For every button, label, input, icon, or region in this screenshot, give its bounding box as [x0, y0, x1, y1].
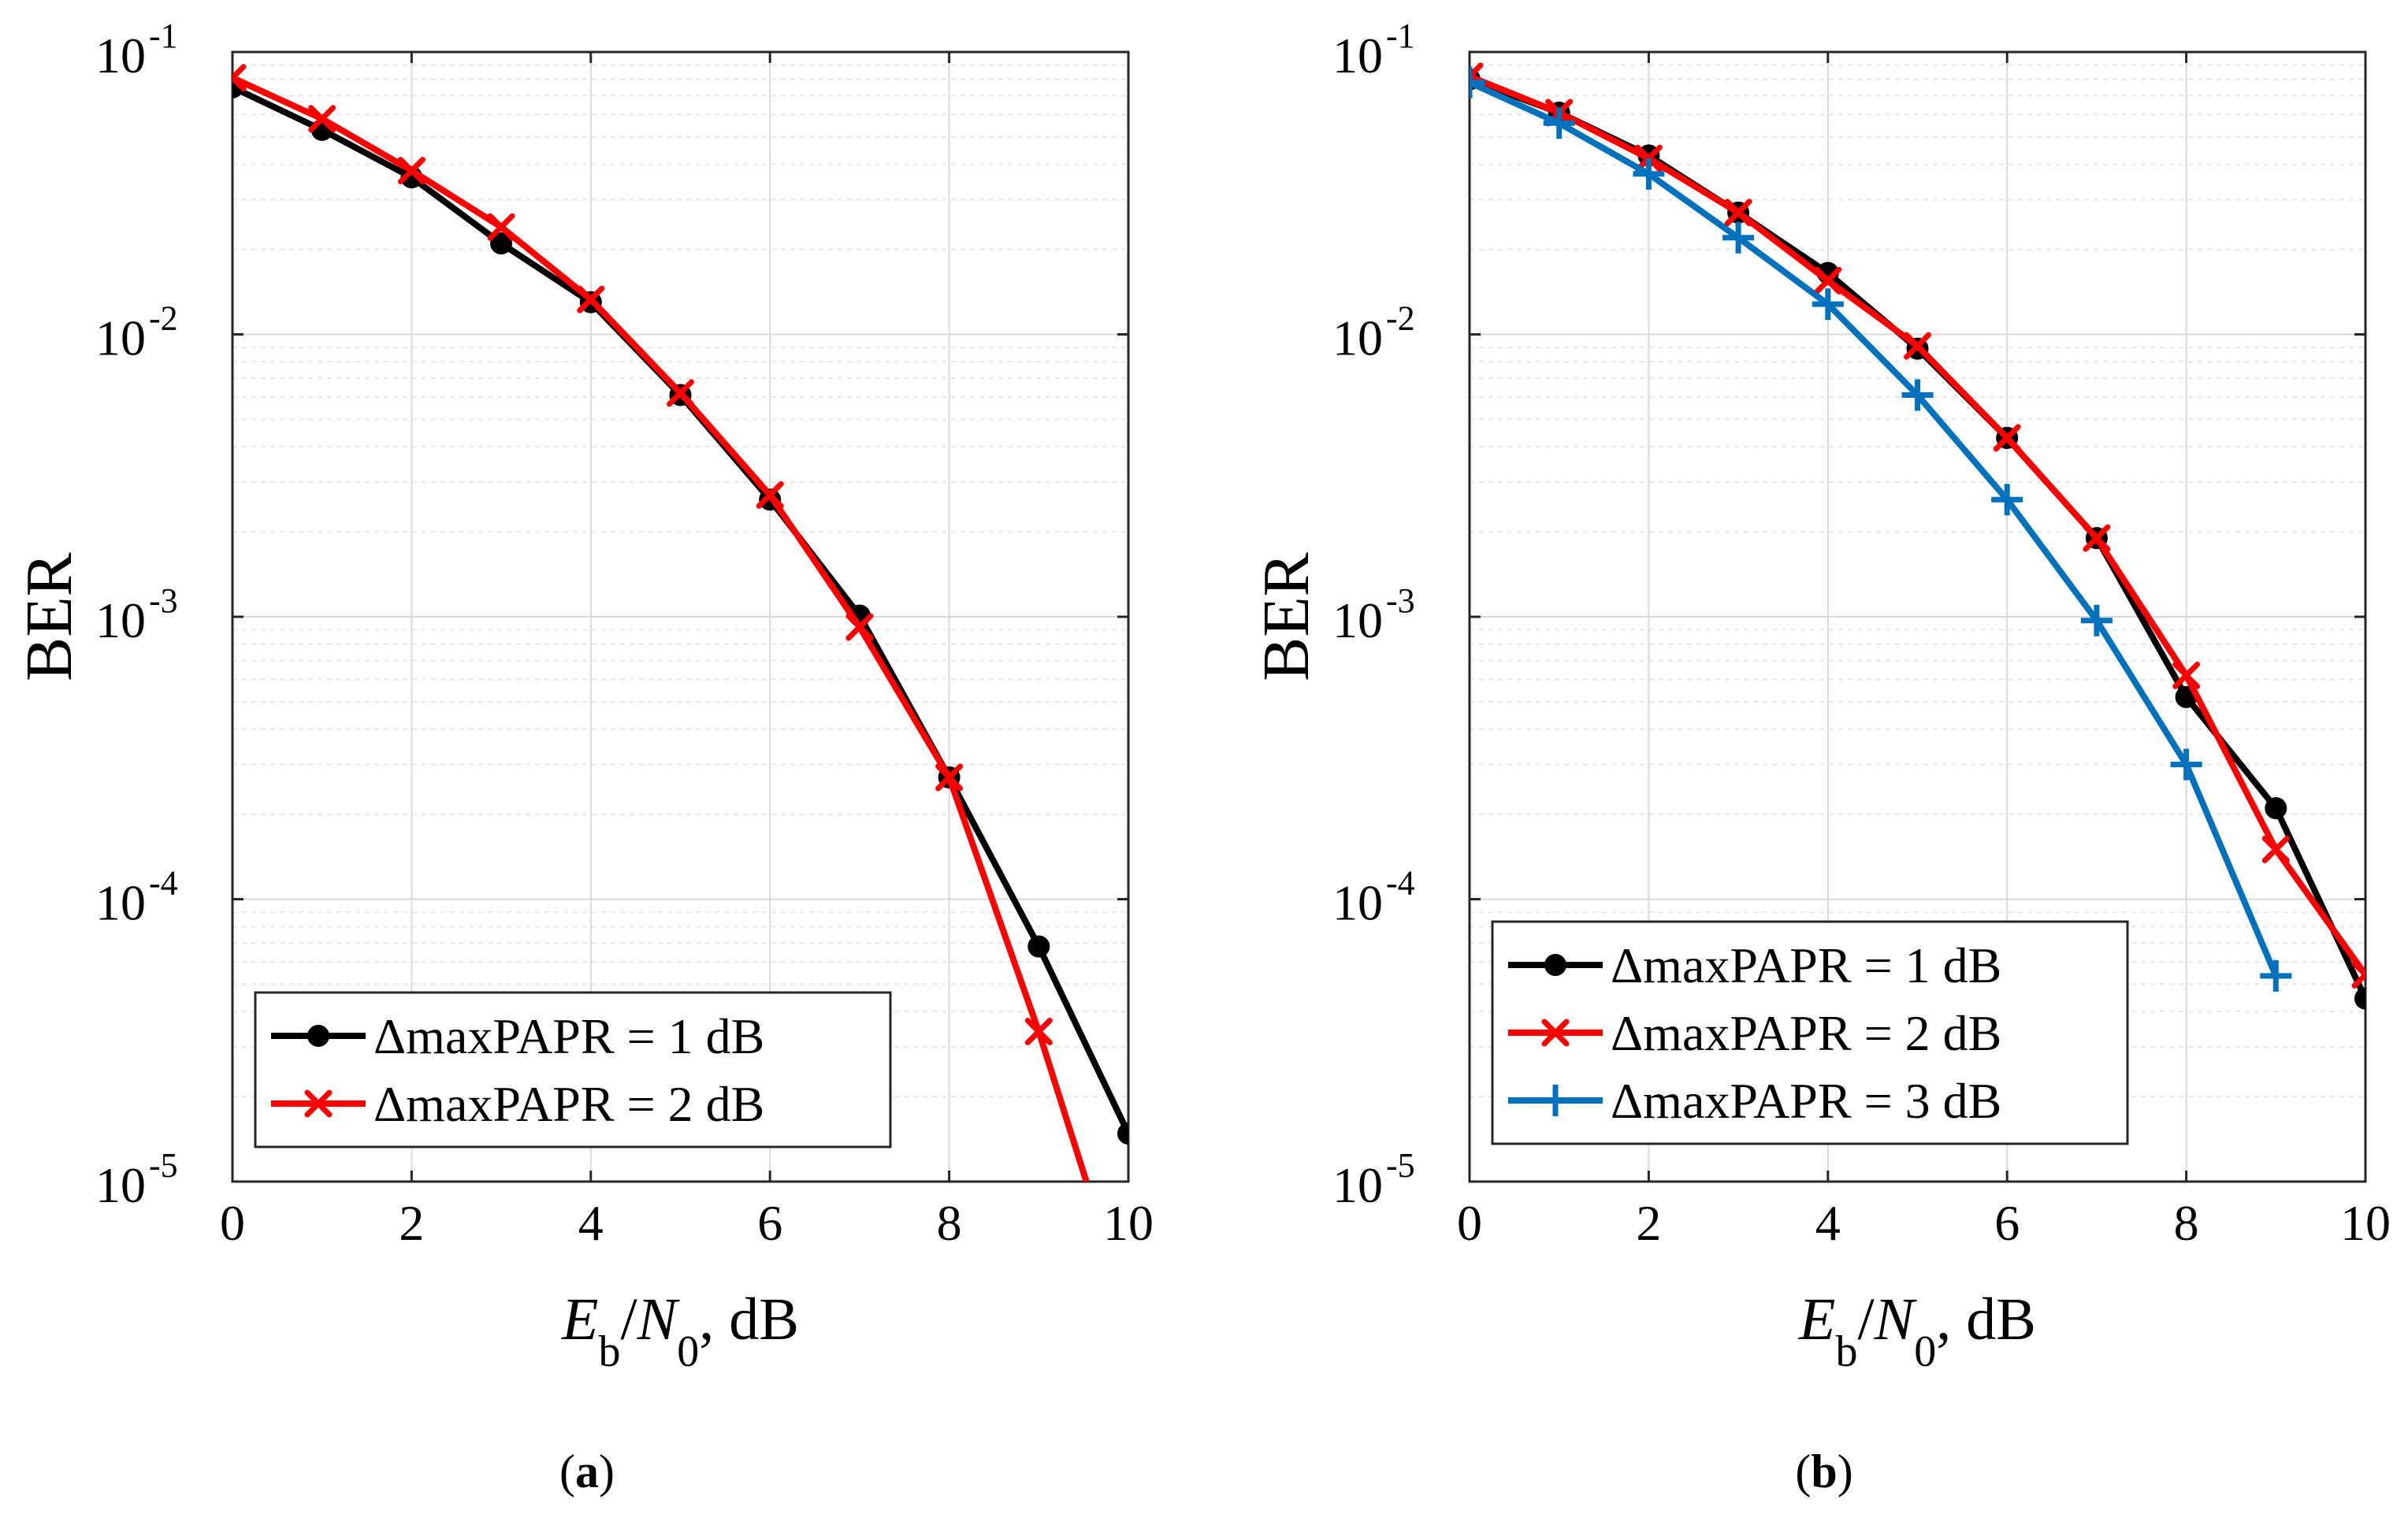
data-point: [1724, 199, 1752, 227]
data-point: [845, 613, 874, 641]
y-tick-exponent: -3: [1386, 581, 1415, 620]
y-tick-label: 10: [1332, 310, 1383, 366]
data-point: [1117, 1122, 1128, 1145]
tick-marks: [231, 50, 1130, 1183]
data-point: [232, 64, 247, 92]
legend-item: ΔmaxPAPR = 2 dB: [271, 1076, 764, 1132]
series-2: [1470, 62, 2365, 989]
legend-item: ΔmaxPAPR = 1 dB: [1508, 937, 2001, 993]
data-point: [935, 763, 964, 792]
data-point: [1904, 332, 1931, 360]
y-tick-exponent: -1: [1386, 17, 1415, 55]
data-point: [2260, 959, 2292, 992]
data-point: [2083, 524, 2111, 552]
data-point: [756, 481, 784, 509]
legend-item: ΔmaxPAPR = 1 dB: [271, 1008, 764, 1064]
x-tick-label: 10: [1103, 1195, 1154, 1251]
x-tick-label: 4: [578, 1195, 604, 1251]
data-point: [2170, 748, 2202, 781]
data-point: [667, 379, 694, 407]
data-point: [1993, 424, 2021, 452]
x-tick-label: 10: [2340, 1195, 2391, 1251]
legend: ΔmaxPAPR = 1 dB ΔmaxPAPR = 2 dB ΔmaxPAPR =…: [1491, 920, 2129, 1145]
legend-box: [254, 991, 892, 1148]
y-tick-label: 10: [1332, 592, 1383, 648]
data-point: [1027, 935, 1050, 958]
series-2: [232, 64, 1090, 1182]
legend-item: ΔmaxPAPR = 2 dB: [1508, 1005, 2001, 1061]
legend-marker: [307, 1025, 329, 1047]
data-point: [1812, 288, 1844, 321]
series-line: [1470, 80, 2279, 978]
y-tick-exponent: -5: [149, 1146, 178, 1185]
legend-item: ΔmaxPAPR = 3 dB: [1508, 1073, 2001, 1129]
y-tick-exponent: -4: [1386, 864, 1415, 903]
legend-marker: [1540, 1085, 1571, 1116]
data-point: [1633, 158, 1665, 190]
data-point: [397, 157, 425, 185]
y-tick-exponent: -1: [149, 17, 178, 55]
data-point: [1991, 484, 2023, 516]
data-point: [1722, 221, 1755, 254]
data-point: [2265, 796, 2287, 819]
data-point: [1470, 66, 1485, 98]
legend-marker: [1544, 954, 1566, 976]
data-point: [2080, 604, 2113, 636]
x-axis-label: Eb/N0, dB: [1798, 1286, 2036, 1376]
y-tick-exponent: -3: [149, 581, 178, 620]
panel-caption: (a): [559, 1445, 615, 1497]
legend: ΔmaxPAPR = 1 dB ΔmaxPAPR = 2 dB: [254, 991, 892, 1148]
y-tick-label: 10: [1332, 28, 1383, 83]
y-tick-exponent: -4: [149, 864, 178, 903]
legend-label: ΔmaxPAPR = 2 dB: [1611, 1005, 2001, 1061]
y-tick-label: 10: [95, 875, 146, 931]
x-tick-label: 4: [1815, 1195, 1841, 1251]
legend-marker: [304, 1089, 333, 1118]
data-point: [2261, 835, 2290, 863]
data-point: [2351, 960, 2365, 989]
data-point: [308, 105, 336, 133]
y-tick-label: 10: [95, 1157, 146, 1213]
tick-marks: [1468, 50, 2367, 1183]
y-tick-label: 10: [1332, 875, 1383, 931]
y-tick-label: 10: [95, 310, 146, 366]
legend-label: ΔmaxPAPR = 1 dB: [1611, 937, 2001, 993]
y-tick-exponent: -2: [149, 299, 178, 338]
panel-caption: (b): [1795, 1445, 1852, 1497]
y-tick-exponent: -5: [1386, 1146, 1415, 1185]
data-point: [2354, 987, 2365, 1010]
x-tick-label: 0: [1457, 1195, 1482, 1251]
x-tick-label: 8: [2174, 1195, 2199, 1251]
legend-label: ΔmaxPAPR = 1 dB: [373, 1008, 764, 1064]
y-axis-label: BER: [1250, 552, 1323, 681]
y-axis-label: BER: [13, 552, 86, 681]
data-point: [1901, 379, 1934, 411]
x-tick-label: 2: [1636, 1195, 1661, 1251]
series-3: [1470, 66, 2292, 992]
legend-label: ΔmaxPAPR = 2 dB: [373, 1076, 764, 1132]
legend-label: ΔmaxPAPR = 3 dB: [1611, 1073, 2001, 1129]
y-tick-label: 10: [1332, 1157, 1383, 1213]
data-point: [1543, 107, 1575, 139]
x-tick-label: 0: [220, 1195, 245, 1251]
y-tick-exponent: -2: [1386, 299, 1415, 338]
y-tick-label: 10: [95, 592, 146, 648]
x-tick-label: 2: [399, 1195, 424, 1251]
data-point: [1024, 1017, 1053, 1045]
x-tick-label: 6: [1994, 1195, 2020, 1251]
x-axis-label: Eb/N0, dB: [561, 1286, 799, 1376]
legend-marker: [1541, 1019, 1570, 1047]
y-tick-label: 10: [95, 28, 146, 83]
x-tick-label: 6: [757, 1195, 782, 1251]
data-point: [577, 285, 605, 314]
data-point: [2172, 661, 2201, 689]
data-point: [1814, 266, 1842, 295]
x-tick-label: 8: [937, 1195, 962, 1251]
data-point: [487, 213, 515, 241]
data-point: [490, 232, 513, 254]
